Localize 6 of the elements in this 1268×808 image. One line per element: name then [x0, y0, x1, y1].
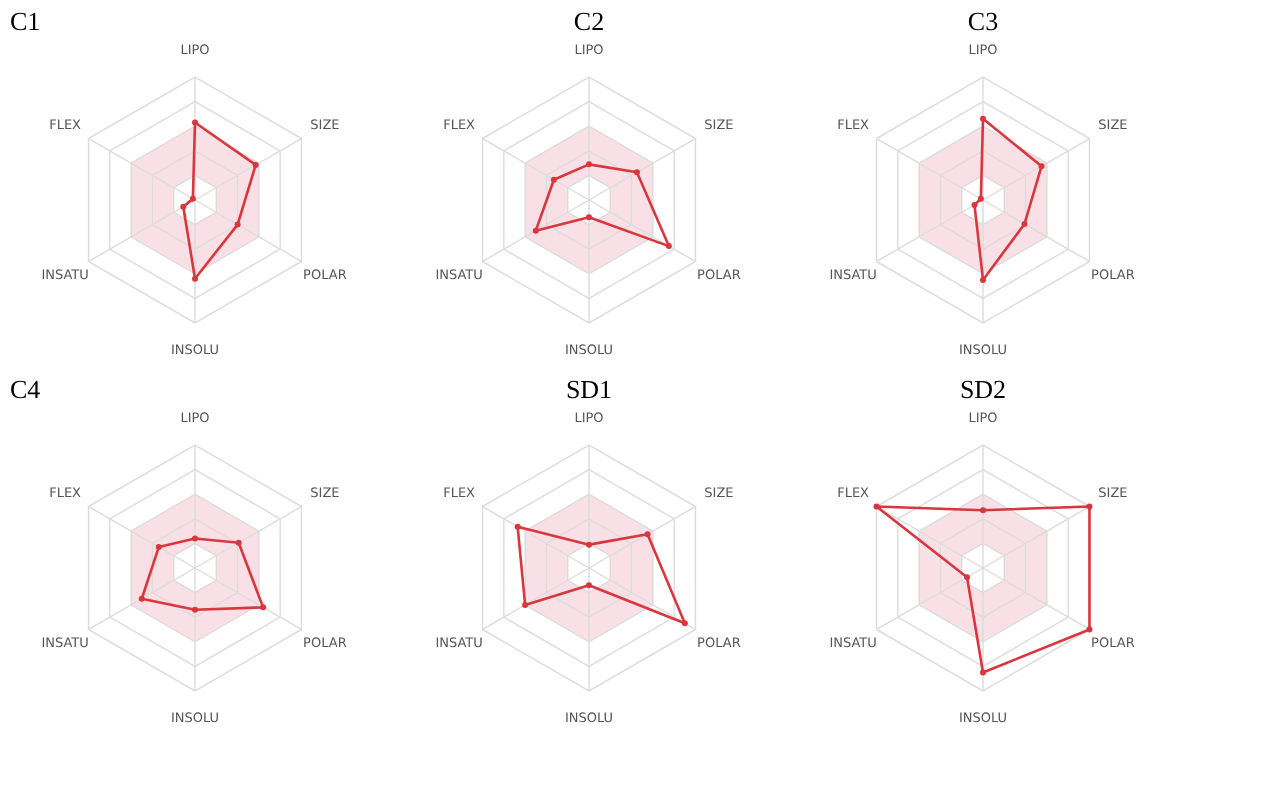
chart-title: C2 — [573, 6, 605, 36]
chart-title: C1 — [10, 6, 41, 36]
chart-title: C4 — [10, 374, 42, 404]
chart-title: SD2 — [959, 374, 1007, 404]
chart-title: SD1 — [565, 374, 613, 404]
chart-title: C3 — [967, 6, 999, 36]
